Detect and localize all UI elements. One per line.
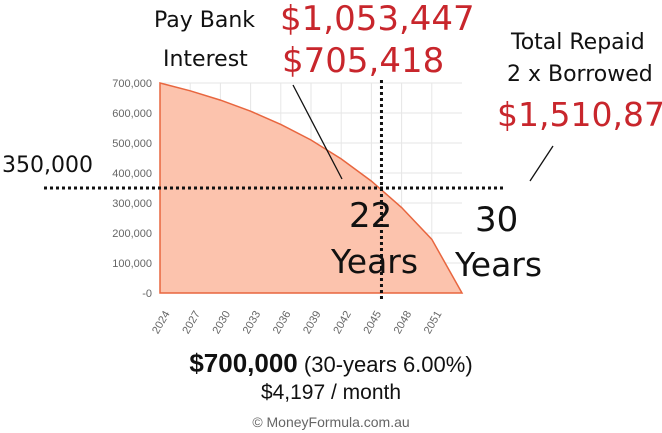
y-axis-ticks: 700,000 600,000 500,000 400,000 300,000 200,0…	[112, 78, 152, 300]
monthly-payment: $4,197 / month	[260, 381, 402, 404]
interest-label: Interest	[163, 47, 248, 72]
pay-bank-label: Pay Bank	[154, 8, 255, 33]
x-tick-label-0: 2024	[150, 309, 173, 336]
interest-pointer-line	[292, 84, 343, 180]
pay-bank-value: $1,053,447	[280, 0, 475, 39]
x-tick-label-8: 2048	[392, 309, 415, 336]
total-repaid-pointer-line	[529, 145, 554, 182]
total-repaid-value: $1,510,870	[497, 95, 662, 134]
y-tick-label-7: -0	[142, 288, 152, 300]
y-tick-label-5: 200,000	[112, 228, 152, 240]
y-tick-label-6: 100,000	[112, 258, 152, 270]
x-tick-label-1: 2027	[180, 309, 203, 336]
copyright-notice: © MoneyFormula.com.au	[252, 414, 410, 430]
years-30-word: Years	[454, 245, 542, 284]
x-tick-label-5: 2039	[301, 309, 324, 336]
principal-amount: $700,000	[189, 348, 298, 378]
loan-terms: (30-years 6.00%)	[303, 352, 473, 377]
interest-value: $705,418	[282, 41, 444, 81]
x-tick-label-6: 2042	[331, 309, 354, 336]
x-axis-ticks: 2024 2027 2030 2033 2036 2039 2042 2045 2048 2051	[150, 309, 444, 336]
y-tick-label-2: 500,000	[112, 138, 152, 150]
x-tick-label-3: 2033	[241, 309, 264, 336]
y-tick-label-1: 600,000	[112, 108, 152, 120]
y-tick-label-0: 700,000	[112, 78, 152, 90]
total-repaid-line1: Total Repaid	[510, 30, 645, 55]
loan-summary: $700,000 (30-years 6.00%)	[0, 348, 662, 379]
x-tick-label-4: 2036	[271, 309, 294, 336]
years-30-number: 30	[475, 200, 518, 240]
y-tick-label-3: 400,000	[112, 168, 152, 180]
total-repaid-line2: 2 x Borrowed	[507, 62, 653, 87]
threshold-label: 350,000	[2, 153, 93, 178]
x-tick-label-9: 2051	[422, 309, 445, 336]
years-22-number: 22	[349, 196, 392, 236]
y-tick-label-4: 300,000	[112, 198, 152, 210]
years-22-word: Years	[330, 242, 418, 281]
x-tick-label-7: 2045	[361, 309, 384, 336]
x-tick-label-2: 2030	[210, 309, 233, 336]
